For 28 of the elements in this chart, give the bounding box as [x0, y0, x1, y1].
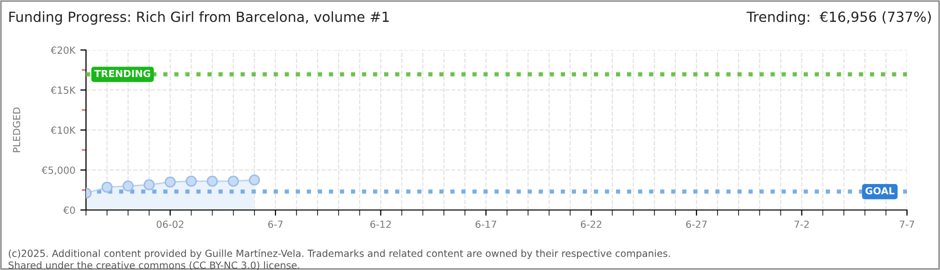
ref-line-label: GOAL [865, 187, 894, 194]
x-tick-label: 6-22 [580, 220, 602, 228]
chart-title: Funding Progress: Rich Girl from Barcelona, volume #1 [9, 11, 389, 25]
x-tick-label: 7-2 [794, 220, 809, 228]
y-tick-label: €15K [50, 86, 76, 94]
x-tick-label: 06-02 [156, 220, 184, 228]
x-tick-label: 6-12 [370, 220, 391, 228]
x-tick-label: 6-27 [686, 220, 707, 228]
ref-line-label: TRENDING [94, 70, 150, 78]
point [164, 176, 176, 188]
text: Shared under the creative commons (CC BY-NC 3.0) license. [8, 261, 300, 270]
y-tick-label: €20K [50, 46, 76, 54]
point [228, 176, 239, 187]
point [144, 179, 155, 190]
x-tick-label: 7-7 [900, 220, 914, 228]
text: (c)2025. Additional content provided by Guille Martínez-Vela. Trademarks and related content are owned by their respective companies. [8, 249, 670, 259]
point [248, 174, 260, 186]
x-tick-label: 6-17 [476, 220, 496, 228]
chart-subtitle: Trending: €16,956 (737%) [746, 11, 931, 25]
point [206, 176, 218, 187]
x-tick-label: 6-7 [268, 220, 283, 228]
point [186, 176, 197, 187]
y-axis-title: PLEDGED [12, 108, 20, 152]
y-tick-label: €0 [63, 206, 75, 214]
point [101, 182, 113, 193]
point [122, 180, 134, 192]
y-tick-label: €5,000 [42, 166, 75, 175]
y-tick-label: €10K [50, 126, 76, 134]
